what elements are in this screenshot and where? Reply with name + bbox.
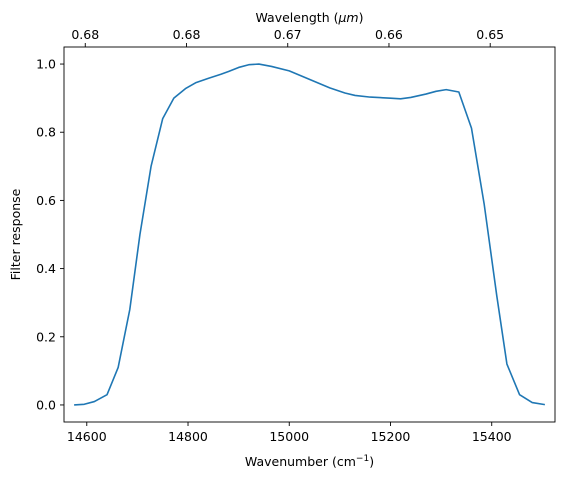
y-tick-label: 0.2 (36, 329, 56, 344)
top-x-axis-ticks: 0.68 0.68 0.67 0.66 0.65 (71, 27, 504, 47)
bottom-x-axis-ticks: 14600 14800 15000 15200 15400 (67, 422, 512, 444)
y-tick-label: 0.4 (36, 261, 56, 276)
top-tick-label: 0.68 (71, 27, 99, 42)
top-tick-label: 0.65 (476, 27, 504, 42)
top-axis-title: Wavelength (μm) (255, 10, 363, 25)
top-tick-label: 0.66 (375, 27, 403, 42)
x-tick-label: 15000 (269, 429, 309, 444)
top-tick-label: 0.68 (173, 27, 201, 42)
y-tick-label: 1.0 (36, 57, 56, 72)
x-tick-label: 14800 (168, 429, 208, 444)
y-axis-ticks: 0.0 0.2 0.4 0.6 0.8 1.0 (36, 57, 64, 412)
series-line (74, 63, 546, 406)
y-tick-label: 0.8 (36, 125, 56, 140)
plot-frame (63, 46, 556, 423)
x-tick-label: 14600 (67, 429, 107, 444)
top-tick-label: 0.67 (274, 27, 302, 42)
x-tick-label: 15200 (371, 429, 411, 444)
y-tick-label: 0.6 (36, 193, 56, 208)
x-tick-label: 15400 (472, 429, 512, 444)
y-axis-title: Filter response (8, 188, 23, 280)
x-axis-title: Wavenumber (cm−1) (245, 454, 374, 469)
y-tick-label: 0.0 (36, 397, 56, 412)
